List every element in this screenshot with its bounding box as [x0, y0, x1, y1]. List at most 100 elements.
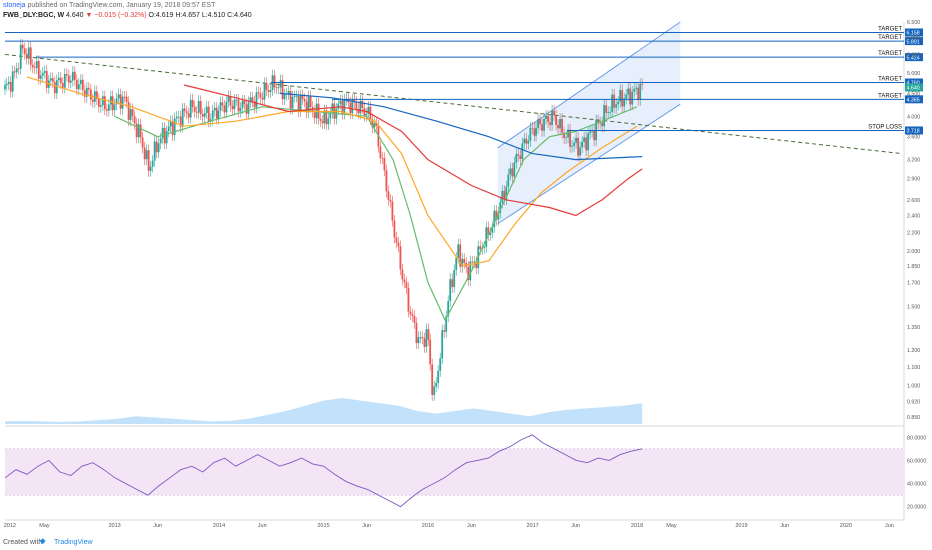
candle-body — [137, 124, 140, 138]
candle-body — [371, 119, 374, 128]
candle-body — [537, 119, 539, 128]
candle-body — [69, 80, 72, 83]
candle-body — [103, 96, 106, 110]
candle-body — [343, 99, 346, 114]
price-tick-label: 1.000 — [907, 383, 920, 389]
candle-body — [295, 96, 298, 97]
time-tick-label: Jun — [885, 523, 894, 529]
level-price-text: 5.424 — [907, 55, 920, 61]
time-tick-label: Jun — [780, 523, 789, 529]
candle-body — [543, 118, 545, 131]
candle-body — [573, 142, 576, 146]
candle-body — [99, 105, 102, 107]
candle-body — [621, 90, 624, 107]
level-price-tag — [905, 126, 923, 135]
candle-body — [337, 103, 340, 109]
candle-body — [497, 212, 500, 220]
author-link[interactable]: stoneja — [3, 2, 26, 9]
candle-body — [241, 100, 244, 108]
candle-body — [237, 99, 240, 112]
candle-body — [147, 150, 150, 171]
candle-body — [615, 104, 618, 108]
last-price-tag — [905, 83, 923, 92]
candle-body — [175, 116, 178, 119]
candle-body — [623, 98, 626, 107]
candle-body — [389, 199, 392, 202]
candle-body — [511, 168, 514, 177]
candle-body — [457, 244, 460, 258]
candle-body — [603, 105, 606, 127]
candle-body — [293, 96, 296, 98]
candle-body — [253, 101, 256, 108]
candle-body — [41, 72, 44, 76]
candle-body — [483, 246, 486, 248]
candle-body — [367, 106, 370, 114]
candle-body — [577, 137, 580, 156]
candle-body — [251, 97, 254, 102]
candle-body — [43, 71, 46, 73]
candle-body — [145, 150, 148, 160]
candle-body — [433, 386, 436, 396]
candle-body — [267, 90, 270, 93]
time-tick-label: 2018 — [631, 523, 643, 529]
price-tick-label: 2.000 — [907, 249, 920, 255]
price-tick-label: 4.500 — [907, 91, 920, 97]
candle-body — [449, 279, 452, 302]
ma-fast-line — [114, 106, 638, 322]
candle-body — [139, 124, 142, 138]
candle-body — [87, 87, 90, 90]
candle-body — [215, 107, 218, 119]
candle-body — [153, 141, 156, 161]
candle-body — [51, 78, 54, 83]
candle-body — [185, 111, 188, 114]
candle-body — [149, 166, 152, 171]
candle-body — [423, 338, 426, 347]
level-label: TARGET — [878, 51, 902, 57]
rsi-line — [4, 434, 643, 508]
time-tick-label: May — [666, 523, 677, 529]
candle-body — [455, 257, 458, 270]
candle-body — [329, 113, 332, 119]
rsi-band — [5, 448, 904, 496]
candle-body — [123, 96, 126, 98]
candle-body — [505, 186, 508, 200]
price-tick-label: 2.900 — [907, 177, 920, 183]
candle-body — [85, 87, 88, 97]
candle-body — [619, 90, 622, 102]
candle-body — [437, 370, 440, 383]
time-tick-label: 2012 — [4, 523, 16, 529]
level-price-text: 6.158 — [907, 31, 920, 37]
candle-body — [431, 364, 434, 396]
candle-body — [385, 170, 388, 192]
candle-body — [225, 101, 228, 113]
tradingview-logo-icon[interactable]: ◆ — [40, 538, 46, 545]
candle-body — [121, 96, 124, 109]
candle-body — [425, 329, 428, 347]
ma-mid-line — [26, 76, 638, 267]
candle-body — [239, 107, 242, 112]
candle-body — [361, 100, 364, 108]
candle-body — [513, 162, 516, 177]
price-tick-label: 1.100 — [907, 365, 920, 371]
time-tick-label: 2014 — [213, 523, 225, 529]
candle-body — [503, 190, 506, 200]
candle-body — [243, 100, 246, 105]
candle-body — [439, 358, 442, 371]
price-tick-label: 2.400 — [907, 213, 920, 219]
candle-body — [299, 95, 302, 112]
down-arrow-icon: ▼ — [85, 12, 93, 19]
candle-body — [57, 77, 60, 81]
tradingview-brand[interactable]: TradingView — [54, 539, 93, 546]
published-text: published on TradingView.com, January 19… — [27, 2, 216, 9]
candle-body — [195, 111, 198, 113]
candle-body — [157, 143, 160, 153]
candle-body — [119, 94, 122, 109]
candle-body — [399, 246, 402, 270]
candle-body — [35, 61, 38, 68]
candle-body — [161, 127, 164, 139]
candle-body — [189, 99, 192, 118]
candle-body — [551, 110, 553, 125]
candle-body — [599, 122, 602, 124]
time-tick-label: Jun — [153, 523, 162, 529]
